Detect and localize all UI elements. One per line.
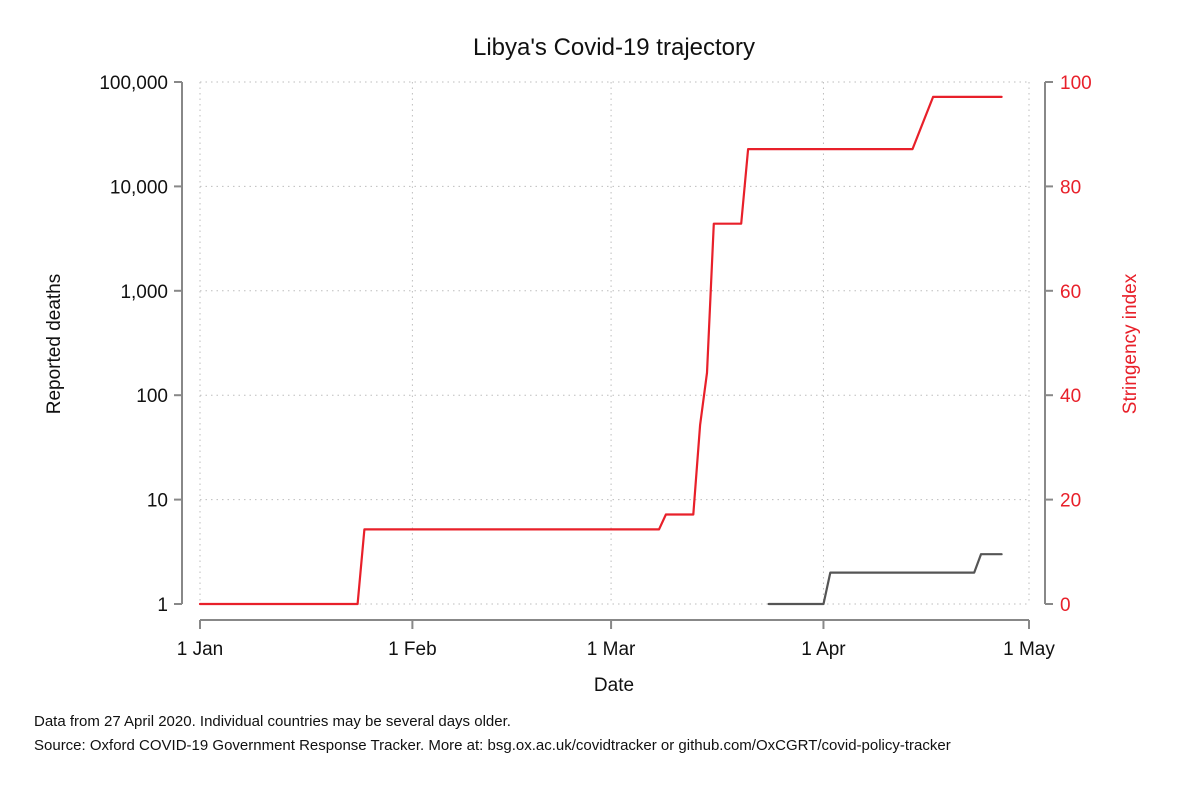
- y-right-tick-label: 0: [1060, 595, 1071, 616]
- y-right-tick-label: 100: [1060, 73, 1092, 94]
- y-right-tick-label: 20: [1060, 491, 1081, 512]
- y-left-tick-label: 10: [147, 491, 168, 512]
- series-line-reported-deaths: [767, 553, 1003, 606]
- chart-notes: Data from 27 April 2020. Individual coun…: [34, 710, 951, 758]
- axes: 1 10 100 1,000 10,000 100,000 0 20 40 60 80 100 1 Ja…: [99, 73, 1091, 660]
- chart-title: Libya's Covid-19 trajectory: [473, 34, 755, 61]
- x-tick-label: 1 May: [1003, 639, 1055, 660]
- y-left-tick-label: 100: [136, 386, 168, 407]
- x-tick-label: 1 Jan: [177, 639, 223, 660]
- y-right-tick-label: 40: [1060, 386, 1081, 407]
- series-line-stringency-index: [198, 95, 1003, 606]
- data-date-note: Data from 27 April 2020. Individual coun…: [34, 713, 511, 730]
- source-note: Source: Oxford COVID-19 Government Respo…: [34, 737, 951, 754]
- gridlines: [199, 81, 1030, 605]
- y-left-tick-label: 1: [157, 595, 168, 616]
- x-tick-label: 1 Apr: [801, 639, 846, 660]
- y-right-tick-label: 60: [1060, 282, 1081, 303]
- y-axis-right-label: Stringency index: [1120, 273, 1141, 414]
- y-left-tick-label: 1,000: [120, 282, 168, 303]
- x-axis-label: Date: [594, 675, 634, 696]
- y-left-tick-label: 10,000: [110, 177, 168, 198]
- y-right-tick-label: 80: [1060, 177, 1081, 198]
- y-left-tick-label: 100,000: [99, 73, 168, 94]
- y-axis-left-label: Reported deaths: [44, 274, 65, 415]
- x-tick-label: 1 Feb: [388, 639, 437, 660]
- series-lines: [198, 95, 1003, 606]
- x-tick-label: 1 Mar: [587, 639, 636, 660]
